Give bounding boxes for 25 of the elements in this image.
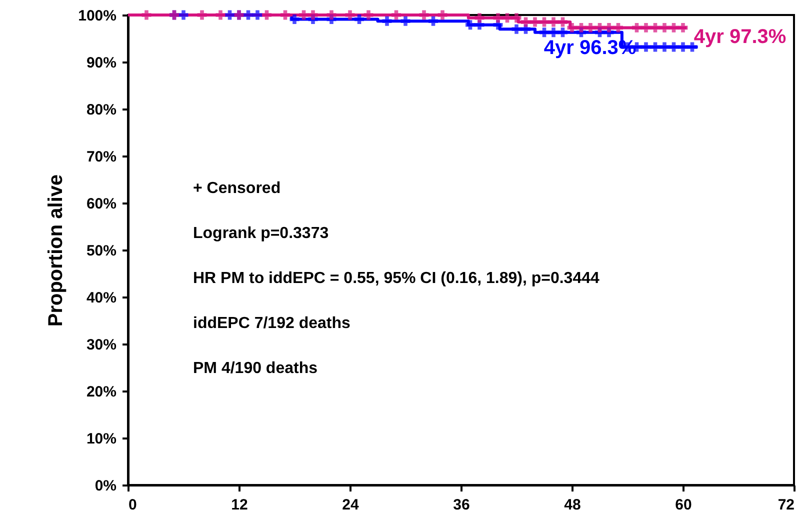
x-tick-label: 24 [342, 496, 360, 514]
y-tick-label: 40% [86, 290, 116, 306]
x-tick-label: 0 [128, 496, 137, 514]
y-tick-label: 50% [86, 242, 116, 260]
y-tick-label: 30% [86, 336, 116, 354]
y-tick-label: 60% [86, 196, 116, 212]
y-tick-label: 10% [86, 430, 116, 448]
y-axis-title: Proportion alive [45, 174, 68, 327]
annotation: 4yr 97.3% [694, 26, 786, 48]
x-tick-label: 60 [675, 496, 692, 514]
y-tick-label: 80% [86, 102, 116, 118]
y-tick-label: 20% [86, 384, 116, 400]
x-tick-label: 12 [231, 496, 248, 514]
x-tick-label: 48 [564, 496, 581, 514]
y-tick-label: 100% [78, 8, 116, 24]
annotation: HR PM to iddEPC = 0.55, 95% CI (0.16, 1.89), p=0.3444 [193, 270, 600, 287]
annotation: + Censored [193, 180, 281, 197]
x-tick-label: 36 [453, 496, 470, 514]
y-tick-label: 0% [94, 478, 116, 494]
x-tick-label: 72 [778, 496, 794, 514]
y-tick-label: 70% [86, 148, 116, 166]
y-tick-label: 90% [86, 54, 116, 72]
annotation: PM 4/190 deaths [193, 360, 318, 377]
annotation: iddEPC 7/192 deaths [193, 315, 350, 332]
annotation: Logrank p=0.3373 [193, 225, 329, 242]
